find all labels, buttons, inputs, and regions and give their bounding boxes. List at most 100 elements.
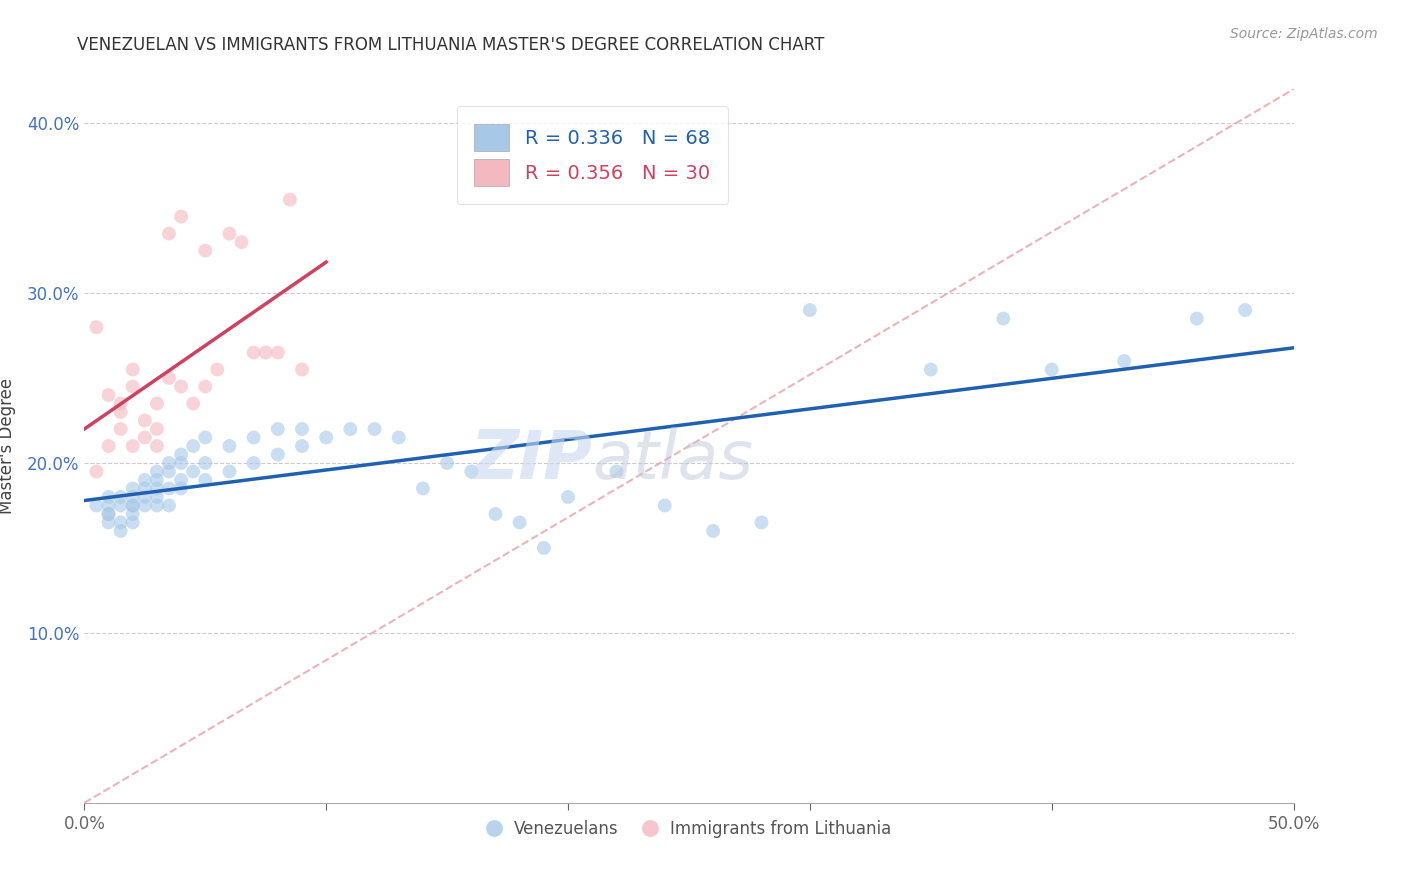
Point xyxy=(181,465,204,479)
Point xyxy=(242,345,264,359)
Point xyxy=(97,507,120,521)
Point xyxy=(799,303,821,318)
Point xyxy=(110,524,132,538)
Point xyxy=(315,430,337,444)
Point xyxy=(267,345,290,359)
Point xyxy=(146,422,169,436)
Point xyxy=(134,482,156,496)
Point xyxy=(533,541,555,555)
Point xyxy=(242,456,264,470)
Point xyxy=(157,499,180,513)
Point xyxy=(134,499,156,513)
Point xyxy=(194,379,217,393)
Point xyxy=(751,516,773,530)
Point xyxy=(121,482,143,496)
Point xyxy=(170,473,193,487)
Point xyxy=(654,499,676,513)
Point xyxy=(134,413,156,427)
Point xyxy=(110,405,132,419)
Point xyxy=(157,482,180,496)
Point xyxy=(170,448,193,462)
Point xyxy=(134,430,156,444)
Point xyxy=(121,499,143,513)
Point xyxy=(121,516,143,530)
Point xyxy=(97,439,120,453)
Point xyxy=(194,473,217,487)
Point xyxy=(110,396,132,410)
Point xyxy=(121,507,143,521)
Point xyxy=(363,422,385,436)
Point xyxy=(157,227,180,241)
Point xyxy=(86,320,108,334)
Point xyxy=(436,456,458,470)
Point xyxy=(121,499,143,513)
Point xyxy=(181,439,204,453)
Point xyxy=(291,422,314,436)
Point xyxy=(291,362,314,376)
Y-axis label: Master's Degree: Master's Degree xyxy=(0,378,15,514)
Point xyxy=(267,422,290,436)
Point xyxy=(460,465,482,479)
Point xyxy=(605,465,627,479)
Point xyxy=(231,235,253,249)
Point xyxy=(1040,362,1063,376)
Point xyxy=(170,482,193,496)
Point xyxy=(412,482,434,496)
Point xyxy=(86,465,108,479)
Point xyxy=(920,362,942,376)
Point xyxy=(121,362,143,376)
Point xyxy=(170,210,193,224)
Point xyxy=(121,439,143,453)
Point xyxy=(146,465,169,479)
Point xyxy=(146,439,169,453)
Text: atlas: atlas xyxy=(592,427,754,493)
Point xyxy=(97,490,120,504)
Point xyxy=(121,490,143,504)
Point xyxy=(218,227,240,241)
Point xyxy=(86,499,108,513)
Point xyxy=(97,516,120,530)
Point xyxy=(194,430,217,444)
Point xyxy=(146,396,169,410)
Point xyxy=(509,516,531,530)
Point xyxy=(97,388,120,402)
Text: Source: ZipAtlas.com: Source: ZipAtlas.com xyxy=(1230,27,1378,41)
Point xyxy=(157,465,180,479)
Point xyxy=(291,439,314,453)
Point xyxy=(134,490,156,504)
Point xyxy=(146,473,169,487)
Point xyxy=(1114,354,1136,368)
Point xyxy=(146,490,169,504)
Point xyxy=(146,499,169,513)
Point xyxy=(339,422,361,436)
Point xyxy=(157,371,180,385)
Point xyxy=(194,244,217,258)
Text: ZIP: ZIP xyxy=(471,427,592,493)
Point xyxy=(110,499,132,513)
Point xyxy=(388,430,411,444)
Point xyxy=(97,507,120,521)
Point xyxy=(181,396,204,410)
Point xyxy=(121,379,143,393)
Point xyxy=(242,430,264,444)
Point xyxy=(278,193,301,207)
Point xyxy=(110,422,132,436)
Point xyxy=(267,448,290,462)
Legend: Venezuelans, Immigrants from Lithuania: Venezuelans, Immigrants from Lithuania xyxy=(481,814,897,845)
Point xyxy=(557,490,579,504)
Point xyxy=(110,490,132,504)
Point xyxy=(254,345,277,359)
Point xyxy=(146,482,169,496)
Point xyxy=(170,379,193,393)
Point xyxy=(110,516,132,530)
Point xyxy=(207,362,229,376)
Text: VENEZUELAN VS IMMIGRANTS FROM LITHUANIA MASTER'S DEGREE CORRELATION CHART: VENEZUELAN VS IMMIGRANTS FROM LITHUANIA … xyxy=(77,36,825,54)
Point xyxy=(1234,303,1257,318)
Point xyxy=(194,456,217,470)
Point xyxy=(97,499,120,513)
Point xyxy=(218,465,240,479)
Point xyxy=(702,524,724,538)
Point xyxy=(1185,311,1208,326)
Point xyxy=(134,473,156,487)
Point xyxy=(170,456,193,470)
